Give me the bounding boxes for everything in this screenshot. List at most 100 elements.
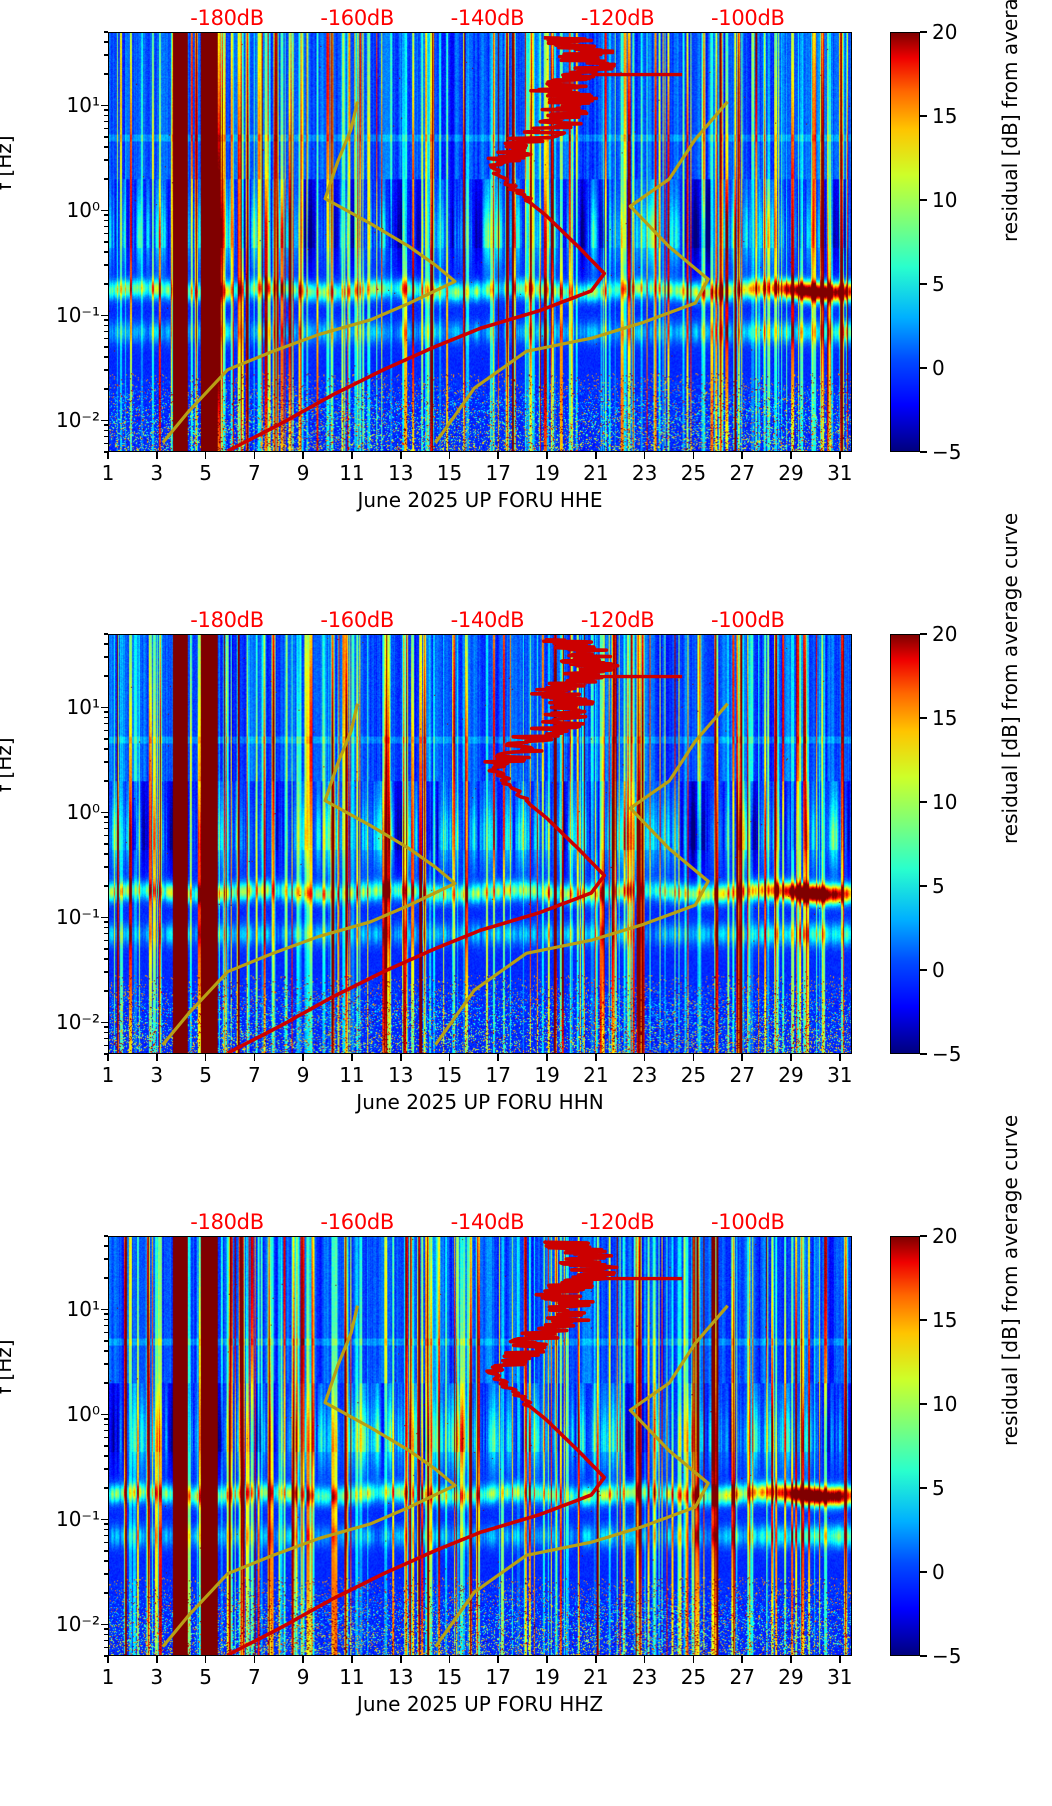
x-tick-label: 23 bbox=[631, 1063, 658, 1087]
colorbar-tick-label: 5 bbox=[932, 272, 945, 296]
x-tick-label: 23 bbox=[631, 461, 658, 485]
y-tick-minor bbox=[103, 1655, 108, 1657]
y-tick-minor bbox=[103, 674, 108, 677]
y-axis-ticks: 10¹ 10⁰ 10⁻¹ 10⁻² bbox=[0, 0, 108, 602]
colorbar-tick-label: 0 bbox=[932, 356, 945, 380]
x-tick-label: 27 bbox=[729, 1665, 755, 1689]
y-tick-minor bbox=[103, 779, 108, 782]
x-tick bbox=[790, 452, 792, 459]
top-db-axis: -180dB -160dB -140dB -120dB -100dB bbox=[0, 1210, 870, 1236]
noise-model-low-curve-right bbox=[434, 1304, 729, 1648]
x-tick bbox=[204, 1054, 207, 1061]
colorbar-tick bbox=[920, 801, 927, 803]
x-tick-label: 25 bbox=[680, 1665, 707, 1689]
y-tick-minor bbox=[103, 1445, 108, 1447]
x-tick bbox=[399, 1656, 402, 1663]
y-tick-minor bbox=[103, 1436, 108, 1439]
x-tick-label: 19 bbox=[534, 1665, 560, 1689]
y-tick-major bbox=[101, 811, 108, 814]
y-tick-minor bbox=[103, 1486, 108, 1489]
colorbar-tick bbox=[920, 1571, 927, 1573]
y-tick-label: 10⁻¹ bbox=[55, 1507, 100, 1532]
y-tick-minor bbox=[103, 356, 108, 358]
x-tick bbox=[790, 1054, 792, 1061]
colorbar-title: residual [dB] from average curve bbox=[998, 1114, 1022, 1446]
x-tick-label: 17 bbox=[485, 1063, 512, 1087]
y-tick-minor bbox=[103, 251, 108, 253]
y-tick-label: 10¹ bbox=[66, 93, 100, 118]
x-tick-label: 31 bbox=[827, 1063, 853, 1087]
y-tick-minor bbox=[103, 1381, 108, 1384]
y-axis-ticks: 10¹ 10⁰ 10⁻¹ 10⁻² bbox=[0, 602, 108, 1204]
y-tick-minor bbox=[103, 282, 108, 285]
y-tick-minor bbox=[103, 54, 108, 57]
spectrogram-axes[interactable] bbox=[108, 634, 852, 1054]
noise-model-low-curve-left bbox=[161, 101, 457, 444]
y-tick-minor bbox=[103, 1429, 108, 1432]
colorbar-tick-label: 0 bbox=[932, 958, 945, 982]
x-tick bbox=[497, 1656, 500, 1663]
y-tick-minor bbox=[103, 729, 108, 732]
y-tick-minor bbox=[103, 1523, 108, 1525]
colorbar-tick-label: 10 bbox=[932, 790, 958, 814]
x-tick bbox=[253, 1054, 256, 1061]
y-tick-label: 10⁰ bbox=[66, 800, 100, 825]
x-tick bbox=[595, 1054, 597, 1061]
x-tick-label: 29 bbox=[778, 461, 804, 485]
y-tick-minor bbox=[103, 926, 108, 929]
x-tick bbox=[546, 1656, 548, 1663]
x-tick bbox=[448, 452, 451, 459]
noise-model-low-curve-right bbox=[434, 100, 729, 444]
top-db-label--180: -180dB bbox=[190, 6, 264, 30]
x-tick-label: 1 bbox=[101, 1063, 115, 1087]
y-tick-minor bbox=[103, 219, 108, 222]
y-tick-minor bbox=[103, 939, 108, 942]
x-tick-label: 21 bbox=[583, 1665, 609, 1689]
colorbar-tick bbox=[920, 367, 927, 369]
spectrogram-axes[interactable] bbox=[108, 1236, 852, 1656]
y-tick-label: 10⁻¹ bbox=[55, 905, 100, 930]
colorbar-tick bbox=[920, 969, 927, 971]
y-tick-major bbox=[101, 1021, 108, 1024]
x-tick bbox=[399, 452, 402, 459]
colorbar-tick-label: 10 bbox=[932, 188, 958, 212]
y-tick-minor bbox=[103, 1245, 108, 1247]
x-tick bbox=[448, 1054, 451, 1061]
x-tick bbox=[839, 1656, 841, 1663]
spectrogram-axes[interactable] bbox=[108, 32, 852, 452]
x-tick-label: 25 bbox=[680, 1063, 707, 1087]
spectrogram-panel-hhe: -180dB -160dB -140dB -120dB -100dB 10¹ 10⁰ 10⁻… bbox=[0, 0, 1052, 602]
y-tick-minor bbox=[103, 738, 108, 740]
y-tick-label: 10¹ bbox=[66, 1297, 100, 1322]
y-tick-minor bbox=[103, 971, 108, 974]
top-db-label--120: -120dB bbox=[580, 1210, 655, 1234]
x-tick bbox=[839, 452, 841, 459]
noise-model-low-curve-left bbox=[161, 703, 457, 1046]
y-tick-major bbox=[101, 419, 108, 422]
y-tick-minor bbox=[103, 1258, 108, 1261]
y-tick-minor bbox=[103, 451, 108, 453]
x-tick-label: 1 bbox=[101, 461, 115, 485]
y-tick-minor bbox=[103, 214, 108, 216]
y-tick-minor bbox=[103, 435, 108, 438]
y-tick-minor bbox=[103, 442, 108, 445]
x-tick-label: 15 bbox=[436, 461, 463, 485]
x-tick bbox=[546, 1054, 548, 1061]
y-tick-major bbox=[101, 1518, 108, 1521]
y-tick-minor bbox=[103, 1534, 108, 1537]
y-tick-minor bbox=[103, 1313, 108, 1315]
colorbar-gradient bbox=[890, 1236, 920, 1656]
top-db-label--140: -140dB bbox=[450, 1210, 525, 1234]
x-tick-label: 23 bbox=[631, 1665, 658, 1689]
y-tick-minor bbox=[103, 722, 108, 725]
y-tick-minor bbox=[103, 1044, 108, 1047]
y-tick-major bbox=[101, 104, 108, 107]
colorbar-tick bbox=[920, 633, 927, 635]
top-db-label--120: -120dB bbox=[580, 6, 655, 30]
x-tick-label: 15 bbox=[436, 1063, 463, 1087]
x-tick bbox=[741, 452, 744, 459]
noise-model-low-curve-left bbox=[161, 1305, 457, 1648]
top-db-label--140: -140dB bbox=[450, 608, 525, 632]
x-tick-label: 3 bbox=[150, 1063, 164, 1087]
x-tick bbox=[790, 1656, 792, 1663]
